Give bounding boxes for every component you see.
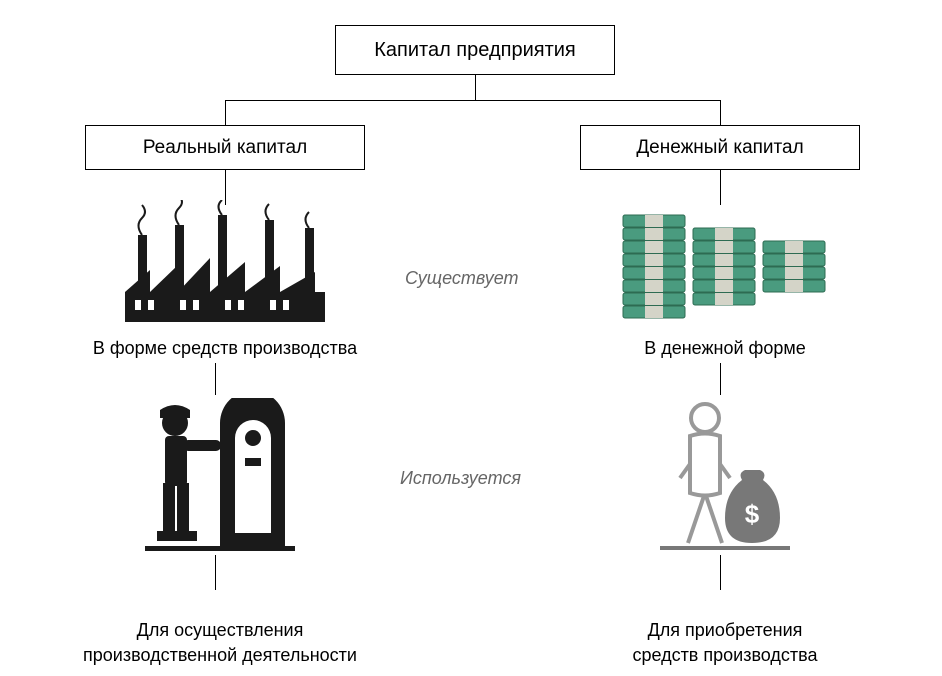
connector-line bbox=[215, 363, 216, 395]
connector-line bbox=[720, 363, 721, 395]
money-stacks-icon bbox=[615, 205, 830, 325]
connector-line bbox=[720, 170, 721, 205]
right-branch-label: Денежный капитал bbox=[636, 137, 803, 159]
right-exists-text: В денежной форме bbox=[620, 338, 830, 359]
right-branch-box: Денежный капитал bbox=[580, 125, 860, 170]
left-branch-box: Реальный капитал bbox=[85, 125, 365, 170]
left-branch-label: Реальный капитал bbox=[143, 137, 307, 159]
factory-icon bbox=[120, 200, 330, 325]
person-moneybag-icon: $ bbox=[660, 398, 790, 553]
right-used-text: Для приобретения средств производства bbox=[600, 593, 850, 669]
connector-line bbox=[475, 75, 476, 100]
svg-text:$: $ bbox=[745, 499, 760, 529]
connector-line bbox=[225, 100, 226, 125]
root-label: Капитал предприятия bbox=[374, 39, 575, 62]
connector-line bbox=[720, 555, 721, 590]
root-box: Капитал предприятия bbox=[335, 25, 615, 75]
used-label: Используется bbox=[400, 468, 521, 489]
worker-machine-icon bbox=[145, 398, 295, 553]
left-used-text: Для осуществления производственной деяте… bbox=[55, 593, 385, 669]
connector-line bbox=[720, 100, 721, 125]
exists-label: Существует bbox=[405, 268, 519, 289]
connector-line bbox=[215, 555, 216, 590]
connector-line bbox=[225, 100, 720, 101]
left-exists-text: В форме средств производства bbox=[70, 338, 380, 359]
